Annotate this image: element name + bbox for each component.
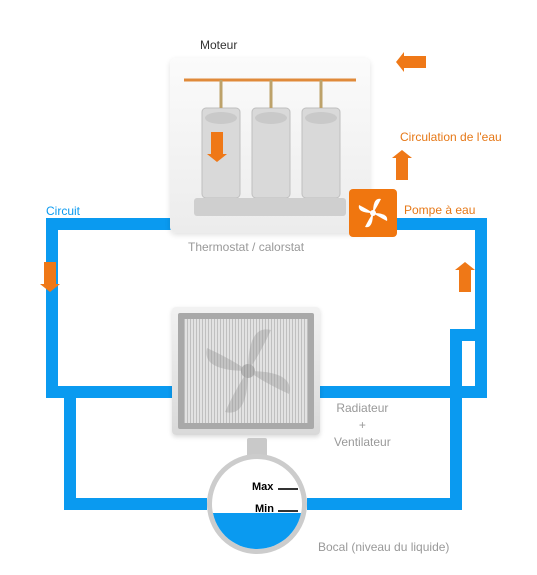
engine-block bbox=[170, 58, 370, 233]
pump-fan-icon bbox=[353, 193, 393, 233]
label-moteur: Moteur bbox=[200, 38, 237, 52]
flow-arrow-left bbox=[396, 52, 426, 72]
min-label: Min bbox=[255, 503, 274, 515]
max-label: Max bbox=[252, 481, 273, 493]
label-pompe: Pompe à eau bbox=[404, 203, 475, 217]
pipe bbox=[450, 329, 462, 510]
cooling-circuit-diagram: Max Min Moteur Circuit Circulation de l'… bbox=[0, 0, 537, 575]
label-radiateur: Radiateur + Ventilateur bbox=[334, 400, 391, 450]
pipe bbox=[307, 498, 462, 510]
flow-arrow-down bbox=[207, 132, 227, 162]
flow-arrow-up bbox=[392, 150, 412, 180]
label-bocal: Bocal (niveau du liquide) bbox=[318, 540, 449, 554]
min-mark bbox=[278, 510, 298, 512]
pipe bbox=[64, 386, 76, 498]
pipe bbox=[475, 218, 487, 398]
engine-illustration bbox=[170, 58, 370, 233]
label-thermostat: Thermostat / calorstat bbox=[188, 240, 304, 254]
water-pump bbox=[349, 189, 397, 237]
label-circuit: Circuit bbox=[46, 204, 80, 218]
max-mark bbox=[278, 488, 298, 490]
pipe bbox=[46, 218, 58, 398]
pipe bbox=[450, 329, 487, 341]
label-circulation: Circulation de l'eau bbox=[400, 130, 502, 144]
flow-arrow-up bbox=[455, 262, 475, 292]
flow-arrow-down bbox=[40, 262, 60, 292]
coolant-level bbox=[212, 513, 302, 549]
coolant-reservoir: Max Min bbox=[207, 454, 307, 554]
radiator-fan-icon bbox=[193, 316, 303, 426]
pipe bbox=[64, 498, 207, 510]
